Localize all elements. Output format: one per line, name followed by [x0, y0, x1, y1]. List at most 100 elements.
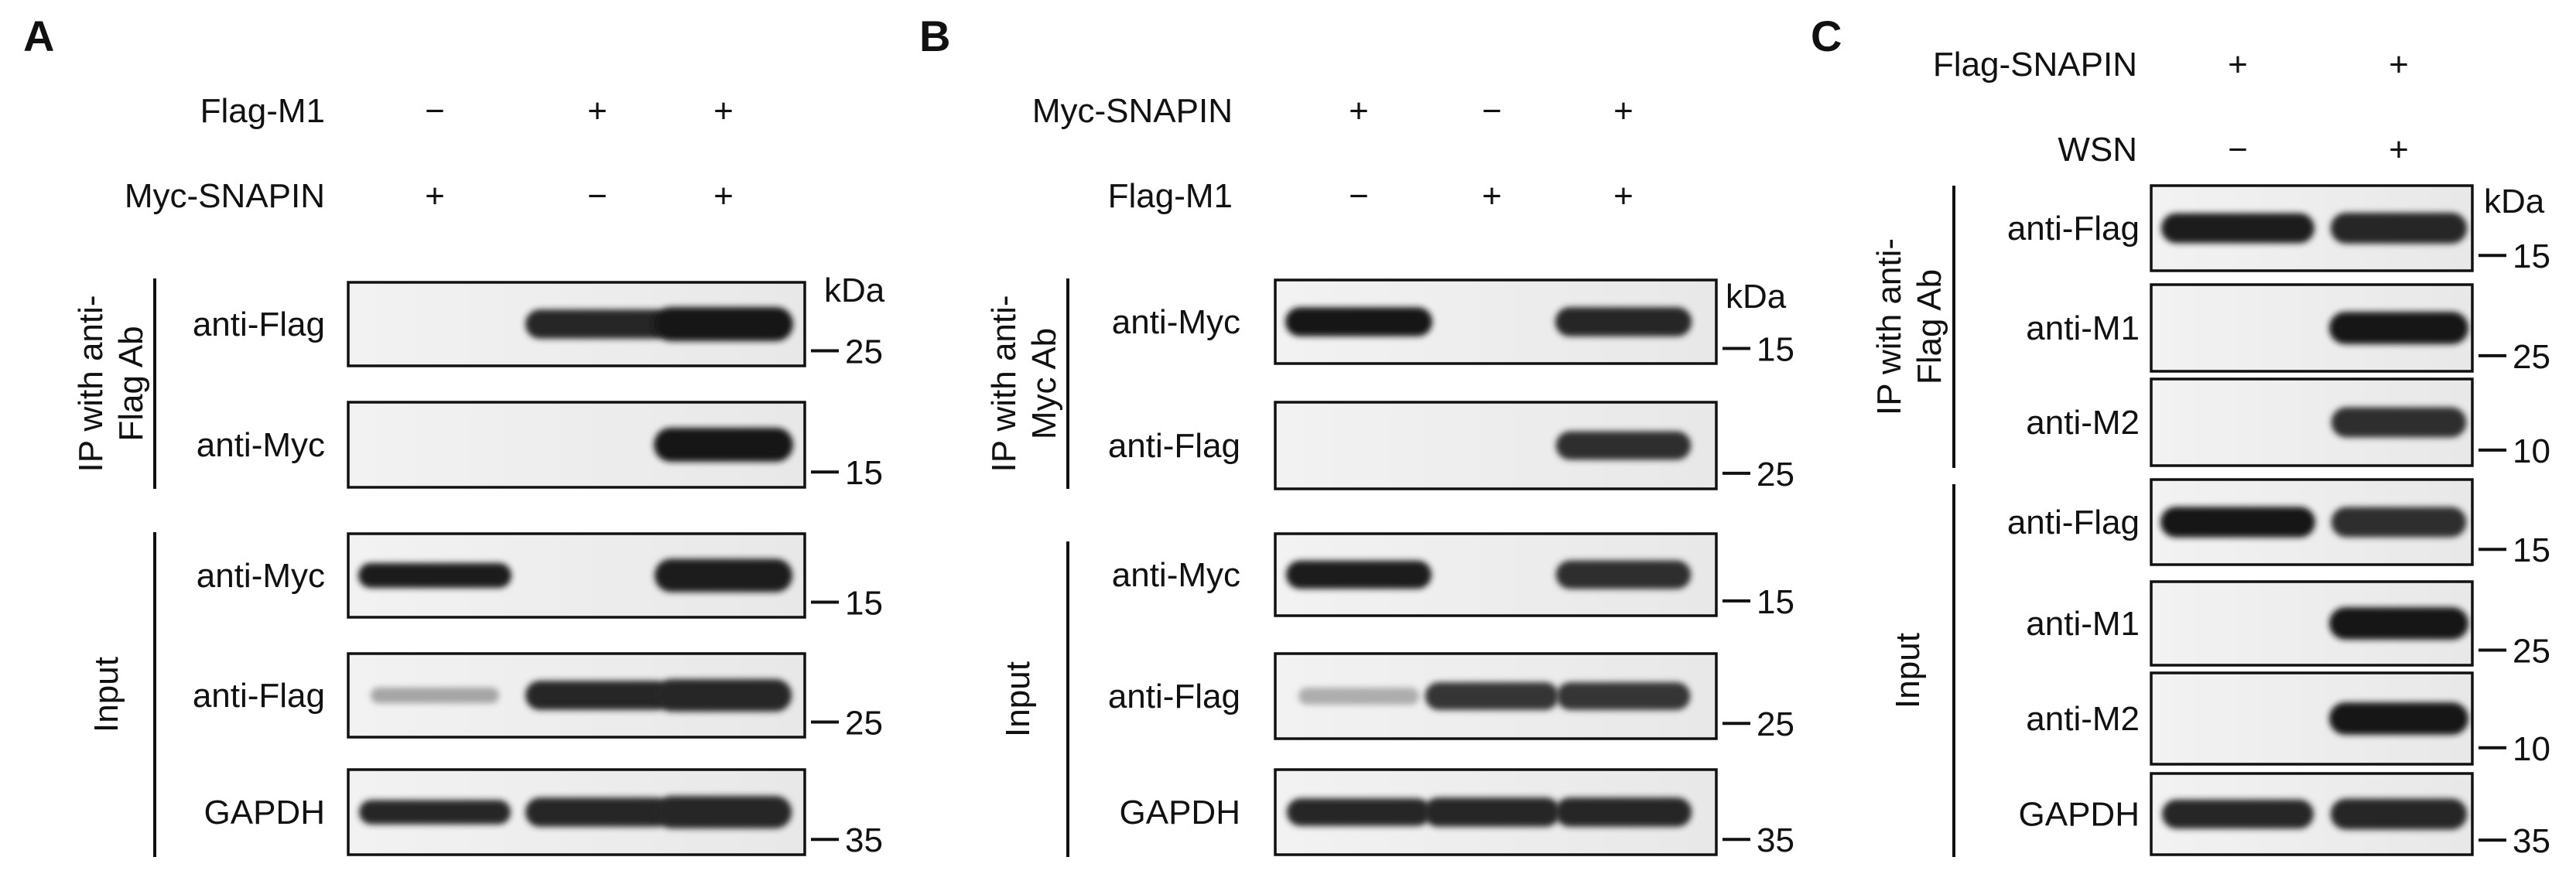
blot-band — [359, 800, 511, 825]
blot-strip: anti-Myc 15 — [1112, 278, 1794, 369]
blot-band — [2330, 213, 2468, 244]
blot-band — [525, 681, 670, 710]
blot-band — [1286, 798, 1432, 826]
blot-strip: GAPDH 35 — [204, 768, 883, 859]
condition-sign: + — [1613, 177, 1634, 215]
condition-sign: − — [587, 177, 607, 215]
antibody-label: anti-M1 — [2026, 605, 2140, 643]
molecular-weight-marker: 25 — [2513, 338, 2550, 376]
section-label-line: IP with anti- — [72, 295, 110, 472]
blot-band — [1285, 307, 1432, 336]
blot-frame — [347, 401, 806, 489]
section-label: IP with anti-Flag Ab — [72, 295, 150, 472]
molecular-weight-marker: 35 — [2513, 822, 2550, 860]
blot-band — [525, 309, 670, 339]
blot-band — [2160, 507, 2315, 538]
condition-label: Flag-SNAPIN — [1933, 46, 2137, 84]
section-label-line: Flag Ab — [1911, 269, 1948, 384]
section-label-line: Input — [87, 657, 125, 732]
panel-letter: A — [23, 12, 54, 60]
condition-label: WSN — [2058, 131, 2137, 169]
blot-band — [655, 796, 792, 828]
blot-band — [525, 797, 670, 827]
section-label-line: Input — [999, 661, 1037, 737]
molecular-weight-marker: 15 — [2513, 237, 2550, 275]
kda-label: kDa — [1726, 278, 1787, 316]
blot-band — [654, 307, 793, 341]
blot-frame — [2150, 377, 2474, 467]
panel-B: B Myc-SNAPIN + − + Flag-M1 − + + IP with anti-Myc… — [919, 12, 1794, 859]
blot-frame — [1274, 532, 1718, 617]
antibody-label: anti-Myc — [197, 426, 325, 464]
antibody-label: anti-Flag — [193, 677, 325, 715]
molecular-weight-marker: 35 — [845, 821, 883, 859]
blot-band — [655, 679, 792, 712]
condition-sign: + — [2228, 46, 2248, 84]
antibody-label: anti-M1 — [2026, 309, 2140, 347]
antibody-label: anti-Myc — [1112, 303, 1240, 341]
antibody-label: anti-Flag — [1108, 427, 1240, 465]
section-label: Input — [999, 661, 1037, 737]
kda-label: kDa — [2484, 183, 2545, 220]
blot-band — [1298, 687, 1419, 705]
condition-label: Myc-SNAPIN — [125, 177, 325, 215]
condition-label: Flag-M1 — [200, 92, 325, 130]
condition-sign: + — [2389, 46, 2409, 84]
blot-strip: anti-M2 10 — [2026, 377, 2550, 470]
blot-band — [358, 562, 511, 589]
section-label: Input — [1889, 633, 1927, 709]
condition-sign: − — [425, 92, 445, 130]
condition-sign: − — [1482, 92, 1502, 130]
condition-sign: + — [1482, 177, 1502, 215]
blot-frame — [1274, 401, 1718, 490]
molecular-weight-marker: 10 — [2513, 432, 2550, 470]
blot-frame — [2150, 478, 2474, 566]
antibody-label: anti-Flag — [2007, 210, 2140, 248]
molecular-weight-marker: 10 — [2513, 730, 2550, 768]
antibody-label: anti-Myc — [197, 557, 325, 595]
blot-band — [2329, 607, 2468, 640]
blot-frame — [2150, 184, 2474, 272]
blot-band — [2330, 798, 2468, 830]
blot-frame — [2150, 671, 2474, 766]
blot-frame — [347, 768, 806, 856]
antibody-label: anti-Flag — [1108, 678, 1240, 715]
blot-strip: anti-Flag 25 — [1108, 401, 1794, 493]
condition-sign: + — [713, 177, 734, 215]
antibody-label: anti-Flag — [2007, 504, 2140, 541]
molecular-weight-marker: 15 — [1757, 331, 1794, 369]
antibody-label: GAPDH — [1120, 794, 1240, 831]
blot-band — [2161, 213, 2314, 244]
blot-strip: anti-M1 25 — [2026, 580, 2550, 671]
antibody-label: anti-M2 — [2026, 700, 2140, 738]
blot-frame — [1274, 652, 1718, 740]
blot-band — [2162, 799, 2314, 829]
blot-strip: anti-Flag 15 — [2007, 184, 2550, 275]
antibody-label: anti-Flag — [193, 306, 325, 343]
blot-band — [654, 558, 793, 592]
molecular-weight-marker: 25 — [845, 333, 883, 371]
condition-sign: + — [713, 92, 734, 130]
blot-frame — [2150, 580, 2474, 667]
blot-band — [2331, 407, 2467, 438]
blot-band — [654, 428, 793, 462]
blot-strip: anti-Myc 15 — [197, 401, 883, 492]
panel-letter: B — [919, 12, 950, 60]
blot-band — [2331, 507, 2467, 538]
blot-band — [2329, 702, 2468, 735]
condition-sign: + — [587, 92, 607, 130]
section-label: Input — [87, 657, 125, 732]
condition-sign: + — [1349, 92, 1369, 130]
blot-band — [2329, 312, 2468, 344]
blot-strip: GAPDH 35 — [2019, 772, 2550, 860]
condition-sign: + — [1613, 92, 1634, 130]
blot-strip: anti-Flag 15 — [2007, 478, 2550, 569]
blot-strip: GAPDH 35 — [1120, 768, 1794, 859]
molecular-weight-marker: 15 — [845, 454, 883, 492]
section-label-line: Input — [1889, 633, 1927, 709]
antibody-label: anti-M2 — [2026, 404, 2140, 442]
blot-band — [1425, 682, 1559, 710]
section-label-line: Myc Ab — [1025, 328, 1063, 439]
